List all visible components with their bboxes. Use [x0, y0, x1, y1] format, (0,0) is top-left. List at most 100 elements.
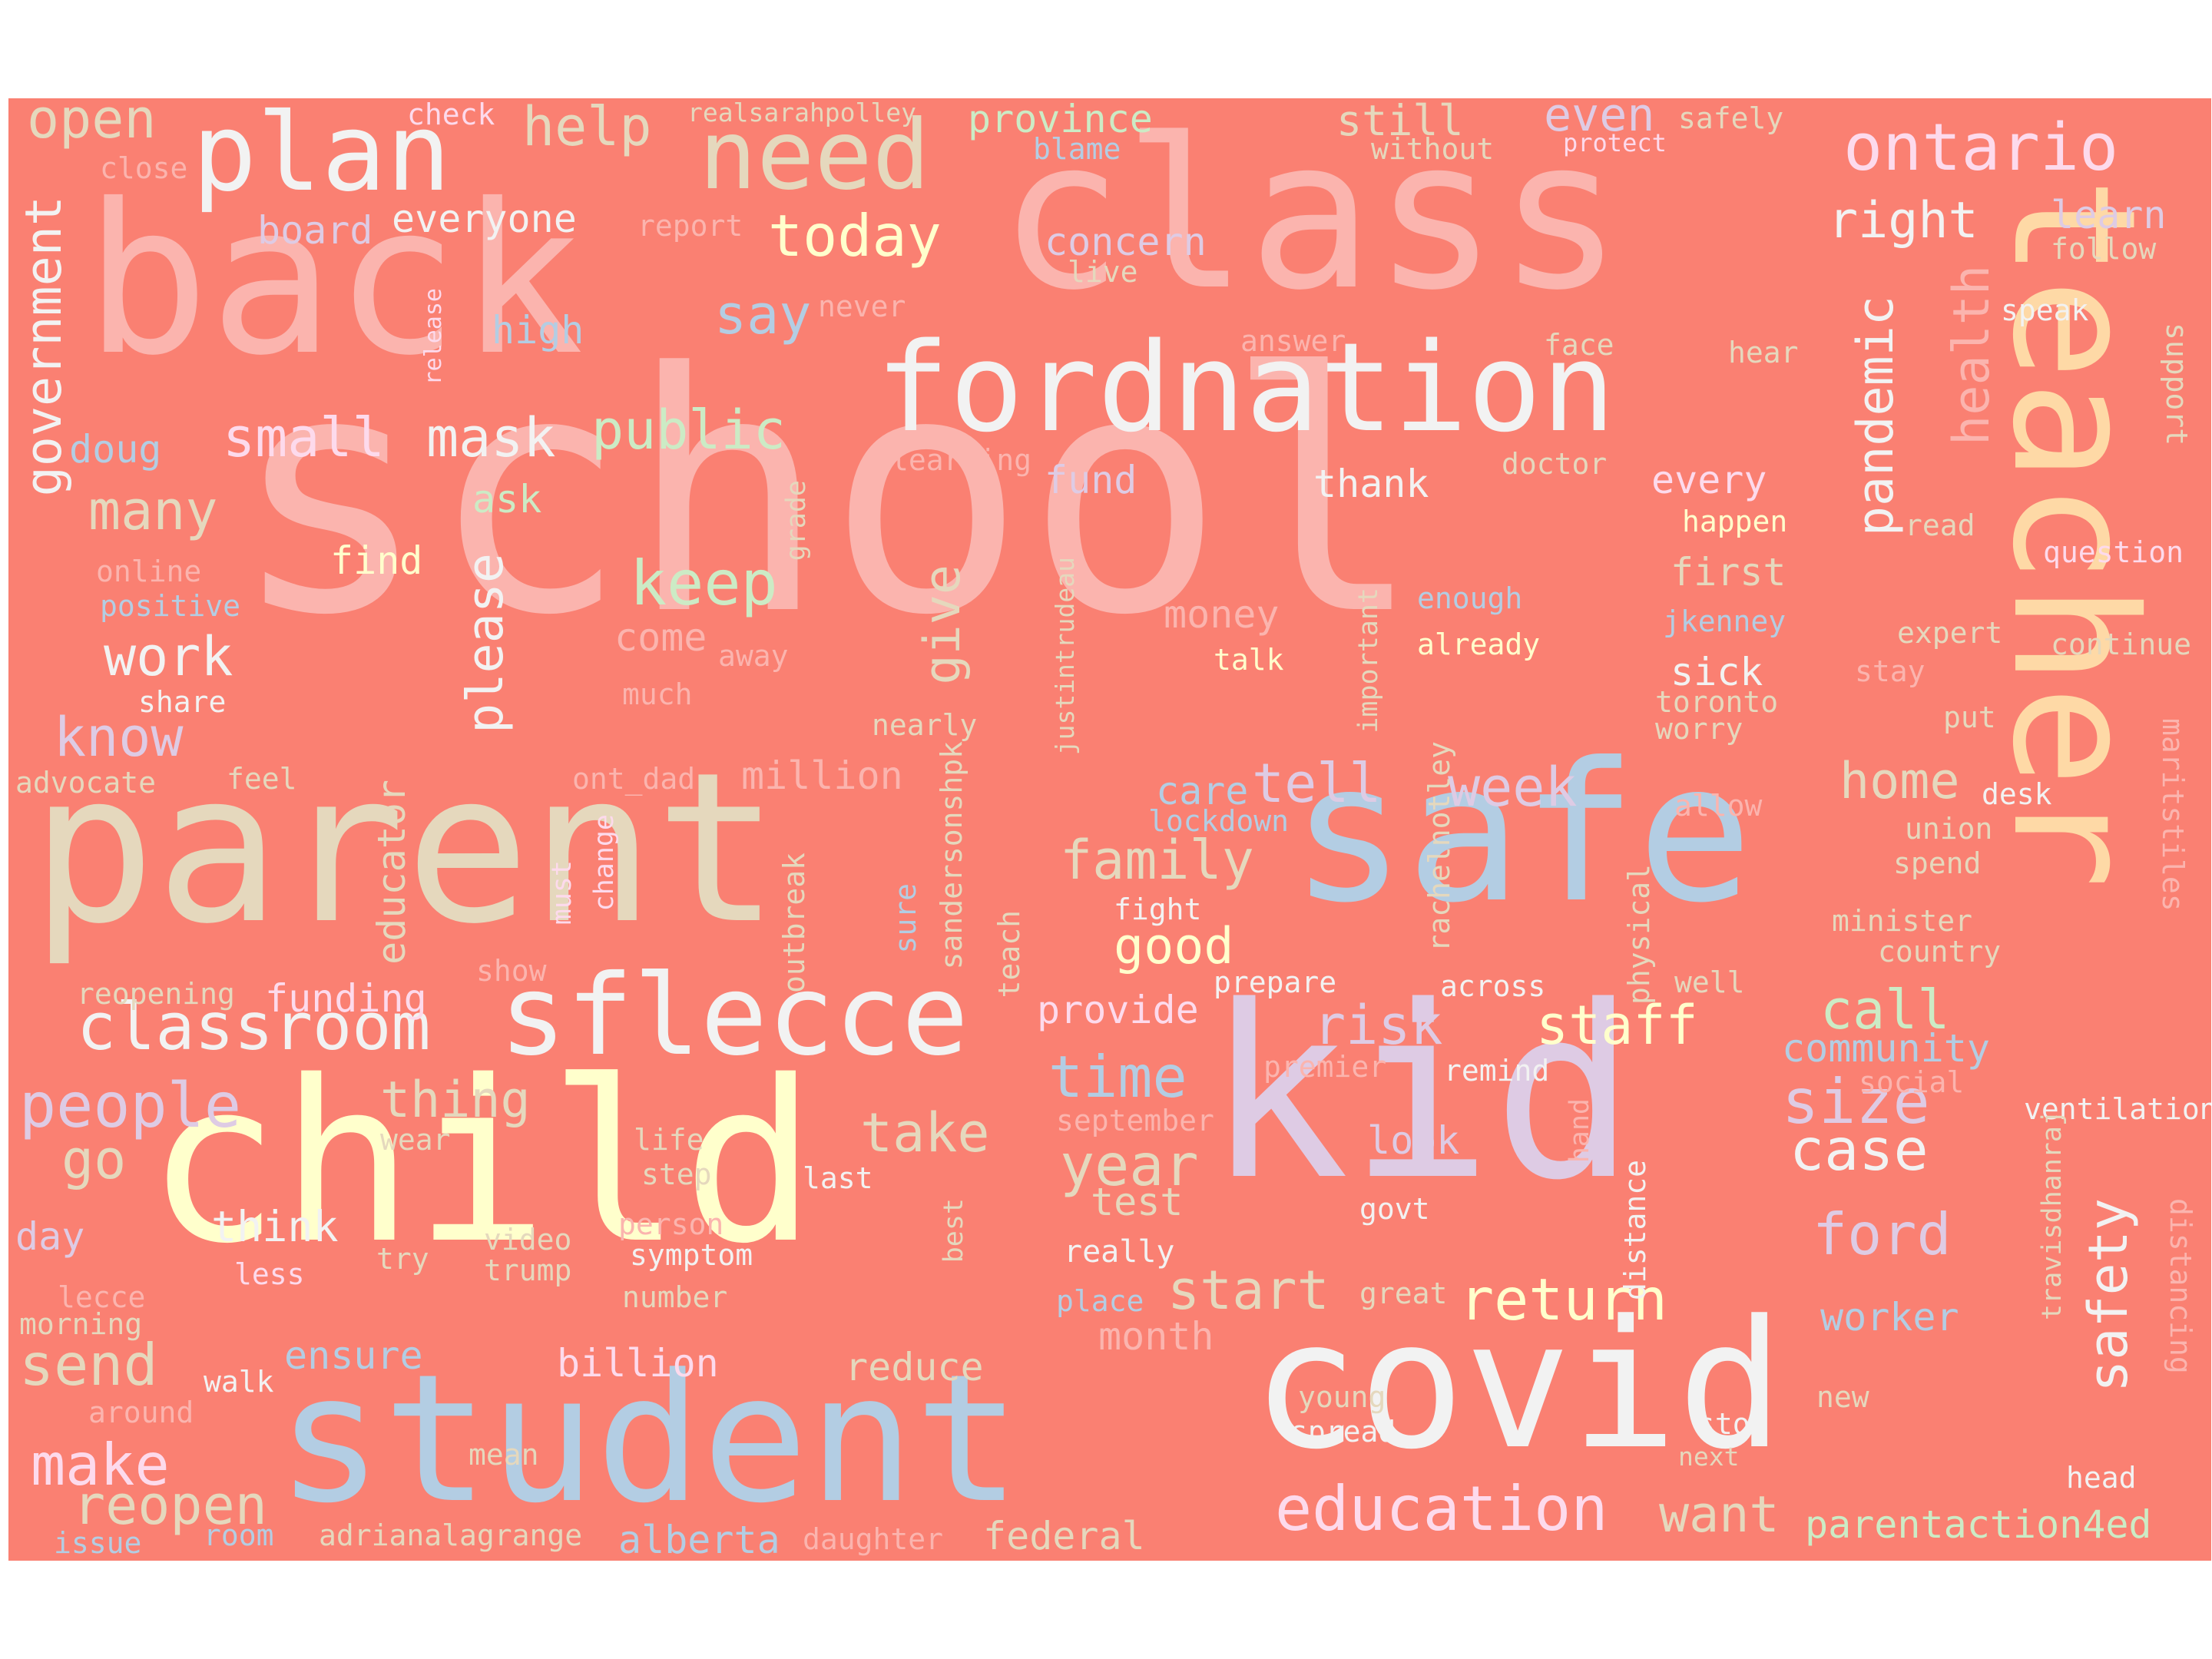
cloud-word-symptom: symptom — [630, 1238, 753, 1272]
cloud-word-say: say — [714, 283, 812, 346]
cloud-word-test: test — [1091, 1180, 1184, 1224]
cloud-word-fund: fund — [1045, 458, 1137, 502]
cloud-word-take: take — [860, 1101, 990, 1164]
cloud-word-safe: safe — [1290, 721, 1753, 945]
cloud-word-call: call — [1820, 979, 1950, 1041]
cloud-word-pandemic: pandemic — [1847, 296, 1905, 537]
cloud-word-province: province — [968, 98, 1153, 141]
cloud-word-remind: remind — [1444, 1054, 1550, 1088]
cloud-word-need: need — [699, 100, 931, 211]
cloud-word-walk: walk — [204, 1365, 274, 1399]
cloud-word-concern: concern — [1045, 220, 1207, 264]
cloud-word-fordnation: fordnation — [876, 316, 1616, 459]
cloud-word-every: every — [1651, 458, 1767, 502]
cloud-word-sick: sick — [1671, 650, 1763, 694]
cloud-word-daughter: daughter — [803, 1522, 944, 1556]
cloud-word-follow: follow — [2051, 232, 2157, 266]
cloud-word-lockdown: lockdown — [1148, 804, 1290, 838]
cloud-word-school: school — [230, 303, 1424, 687]
cloud-word-learning: learning — [891, 443, 1032, 477]
cloud-word-stay: stay — [1855, 654, 1926, 688]
cloud-word-distancing: distancing — [2164, 1198, 2197, 1374]
cloud-word-hand: hand — [1565, 1098, 1595, 1164]
cloud-word-open: open — [27, 98, 157, 151]
cloud-word-issue: issue — [54, 1526, 142, 1560]
cloud-word-nearly: nearly — [872, 708, 978, 742]
cloud-word-govt: govt — [1359, 1192, 1430, 1226]
cloud-word-much: much — [622, 677, 693, 711]
cloud-word-september: september — [1056, 1104, 1214, 1137]
cloud-word-provide: provide — [1037, 988, 1199, 1032]
cloud-word-across: across — [1440, 969, 1546, 1003]
cloud-word-best: best — [939, 1198, 969, 1263]
cloud-word-talk: talk — [1214, 643, 1284, 677]
cloud-word-everyone: everyone — [392, 197, 577, 241]
cloud-word-health: health — [1943, 265, 2001, 445]
cloud-word-advocate: advocate — [15, 766, 157, 800]
cloud-word-ventilation: ventilation — [2024, 1092, 2211, 1126]
cloud-word-tell: tell — [1252, 752, 1382, 815]
cloud-word-reopen: reopen — [73, 1474, 267, 1537]
cloud-word-billion: billion — [557, 1341, 719, 1386]
cloud-word-prepare: prepare — [1214, 965, 1337, 999]
cloud-word-people: people — [19, 1070, 241, 1141]
cloud-word-distance: distance — [1618, 1160, 1652, 1301]
cloud-word-read: read — [1905, 508, 1975, 542]
cloud-word-adrianalagrange: adrianalagrange — [319, 1518, 583, 1552]
cloud-word-mask: mask — [426, 406, 556, 469]
cloud-word-feel: feel — [227, 762, 297, 796]
cloud-word-allow: allow — [1674, 789, 1763, 823]
cloud-word-first: first — [1671, 550, 1786, 594]
cloud-word-doug: doug — [69, 427, 162, 472]
cloud-word-today: today — [768, 202, 942, 270]
cloud-word-look: look — [1367, 1118, 1460, 1163]
cloud-word-educator: educator — [369, 780, 414, 965]
cloud-word-ontario: ontario — [1843, 110, 2119, 186]
cloud-word-young: young — [1298, 1380, 1386, 1414]
cloud-word-check: check — [407, 98, 495, 131]
cloud-word-lecce: lecce — [58, 1280, 146, 1314]
cloud-word-stop: stop — [1697, 1407, 1768, 1441]
cloud-word-important: important — [1353, 588, 1384, 733]
cloud-word-fight: fight — [1114, 892, 1202, 926]
cloud-word-family: family — [1060, 829, 1254, 892]
cloud-word-size: size — [1782, 1066, 1930, 1137]
cloud-word-right: right — [1828, 192, 1979, 250]
cloud-word-speak: speak — [2001, 293, 2089, 327]
cloud-word-country: country — [1878, 935, 2002, 969]
cloud-word-sandersonshpk: sandersonshpk — [935, 741, 969, 970]
cloud-word-come: come — [614, 615, 707, 660]
cloud-word-time: time — [1048, 1043, 1187, 1111]
cloud-word-trump: trump — [484, 1253, 572, 1287]
cloud-word-help: help — [522, 98, 652, 158]
cloud-word-year: year — [1060, 1131, 1199, 1199]
cloud-word-thank: thank — [1313, 462, 1429, 506]
cloud-word-public: public — [591, 399, 786, 462]
cloud-word-protect: protect — [1563, 128, 1667, 157]
cloud-word-good: good — [1114, 918, 1234, 975]
cloud-word-week: week — [1448, 756, 1578, 819]
cloud-word-question: question — [2043, 535, 2184, 569]
cloud-word-month: month — [1098, 1314, 1214, 1359]
cloud-word-ask: ask — [472, 477, 542, 522]
cloud-word-hear: hear — [1728, 336, 1799, 369]
cloud-word-continue: continue — [2051, 628, 2192, 661]
cloud-word-premier: premier — [1263, 1050, 1387, 1084]
cloud-word-spread: spread — [1290, 1415, 1396, 1449]
cloud-word-show: show — [476, 954, 547, 988]
cloud-word-high: high — [492, 308, 584, 353]
cloud-word-money: money — [1164, 592, 1280, 637]
cloud-word-know: know — [54, 706, 184, 769]
cloud-word-care: care — [1156, 769, 1249, 813]
cloud-word-alberta: alberta — [618, 1518, 780, 1561]
cloud-word-ensure: ensure — [284, 1333, 423, 1378]
cloud-word-worry: worry — [1655, 712, 1743, 746]
cloud-word-travisdhanraj: travisdhanraj — [2037, 1110, 2068, 1320]
cloud-word-must: must — [547, 860, 578, 926]
cloud-word-education: education — [1275, 1473, 1608, 1545]
cloud-word-small: small — [223, 406, 385, 469]
cloud-word-day: day — [15, 1214, 85, 1259]
cloud-word-release: release — [420, 288, 447, 386]
cloud-word-union: union — [1905, 812, 1993, 846]
cloud-word-mean: mean — [469, 1438, 539, 1472]
